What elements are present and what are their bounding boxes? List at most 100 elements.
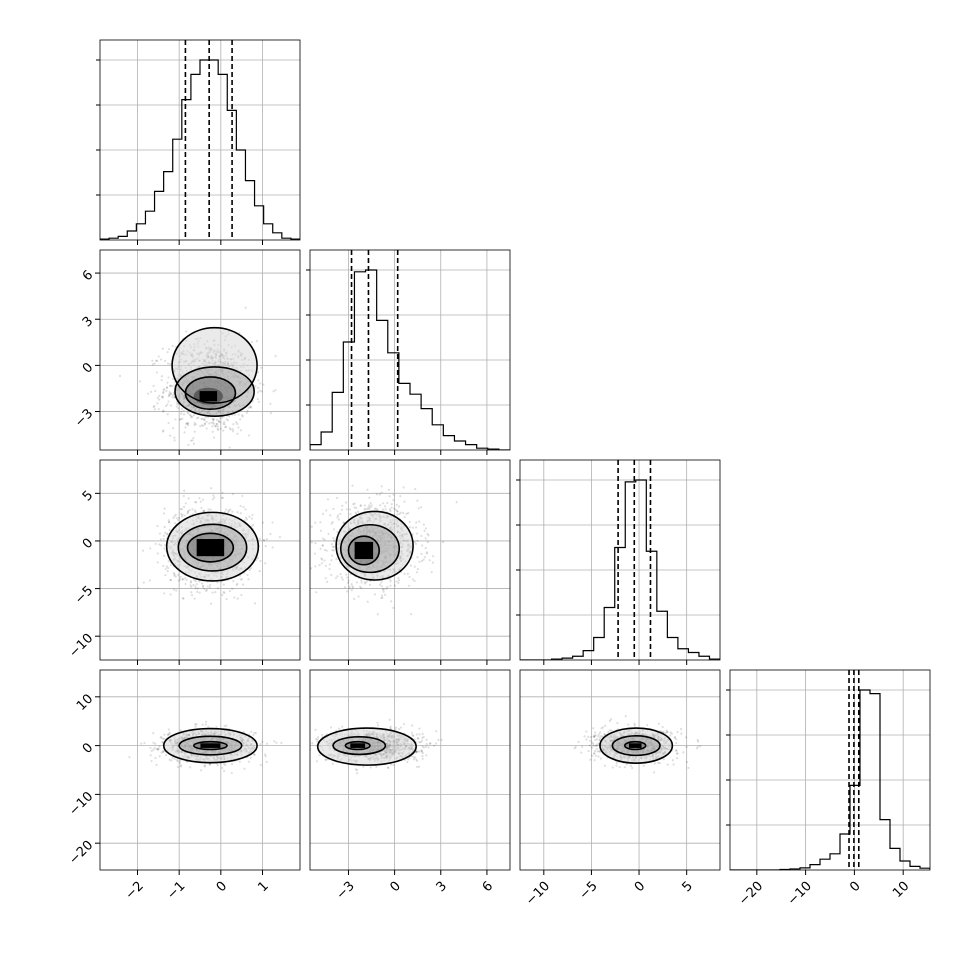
scatter-point [193,423,196,427]
scatter-point [416,765,419,769]
ytick-label-2-2: 0 [80,536,96,552]
scatter-point [259,763,262,767]
scatter-point [209,584,212,587]
scatter-point [330,543,333,546]
scatter-point [153,362,156,365]
scatter-point [386,501,389,505]
contour-2-1-1 [339,523,401,574]
scatter-point [155,747,159,751]
scatter-point [260,366,263,369]
scatter-point [159,735,162,739]
scatter-point [192,436,195,440]
scatter-point [191,439,194,442]
scatter-point [324,564,327,567]
scatter-point [418,733,421,736]
scatter-point [415,526,418,529]
scatter-point [213,496,216,499]
scatter-point [360,579,363,582]
scatter-point [378,493,381,496]
scatter-point [332,545,336,548]
scatter-point [167,566,170,570]
scatter-point [210,487,213,490]
scatter-point [257,379,260,382]
scatter-point [255,340,258,343]
scatter-point [420,749,423,752]
scatter-point [174,575,177,578]
scatter-point [221,593,224,597]
scatter-point [162,429,165,432]
panel-2-0: −10−505 [66,459,301,665]
scatter-point [335,496,339,500]
scatter-point [393,507,396,510]
scatter-point [310,525,313,528]
panel-frame-2-2 [519,459,721,661]
scatter-point [182,505,186,509]
scatter-point [172,427,175,430]
scatter-2-0 [137,487,282,605]
scatter-point [422,523,425,526]
scatter-point [176,766,180,769]
scatter-point [357,595,360,598]
scatter-point [413,565,416,568]
scatter-point [244,516,248,519]
scatter-point [212,418,215,421]
scatter-point [206,585,209,588]
scatter-point [168,520,171,524]
scatter-point [201,417,204,420]
scatter-point [193,413,196,417]
scatter-point [417,765,421,768]
scatter-point [349,512,352,516]
scatter-point [242,583,245,586]
scatter-point [161,395,165,398]
scatter-point [230,763,234,766]
scatter-point [156,359,159,362]
scatter-3-0 [128,720,283,775]
scatter-point [376,613,379,616]
scatter-point [174,522,177,525]
scatter-point [264,562,267,565]
scatter-point [239,578,242,581]
scatter-point [376,508,379,511]
scatter-point [399,495,402,498]
scatter-point [388,578,392,581]
scatter-point [212,418,215,421]
scatter-point [336,516,339,519]
scatter-point [195,723,198,726]
scatter-point [381,596,384,599]
scatter-point [323,538,326,541]
scatter-point [172,393,175,397]
scatter-point [161,741,164,744]
scatter-point [250,340,254,344]
scatter-point [152,741,155,744]
scatter-point [216,587,220,590]
scatter-point [187,497,190,500]
scatter-point [319,521,322,524]
panel-1-1 [306,249,511,455]
scatter-point [168,731,171,734]
scatter-point [329,514,332,517]
scatter-point [375,493,379,496]
scatter-point [421,732,424,736]
panel-frame-1-1 [309,249,511,451]
scatter-point [189,439,193,442]
scatter-point [194,722,197,726]
scatter-point [359,585,362,588]
scatter-point [419,506,423,509]
scatter-point [227,510,230,513]
scatter-point [158,543,161,546]
scatter-point [363,581,366,584]
ytick-label-3-2: 0 [80,740,96,756]
scatter-point [275,741,278,744]
scatter-point [383,505,387,508]
scatter-point [247,760,251,763]
scatter-point [265,538,268,541]
scatter-point [413,579,416,583]
scatter-point [163,387,166,391]
ytick-label-1-1: 0 [80,360,96,376]
panel-frame-0-0 [99,39,301,241]
scatter-point [248,568,251,572]
scatter-point [194,587,197,590]
scatter-point [397,576,400,580]
scatter-point [410,612,413,616]
scatter-point [166,569,169,573]
